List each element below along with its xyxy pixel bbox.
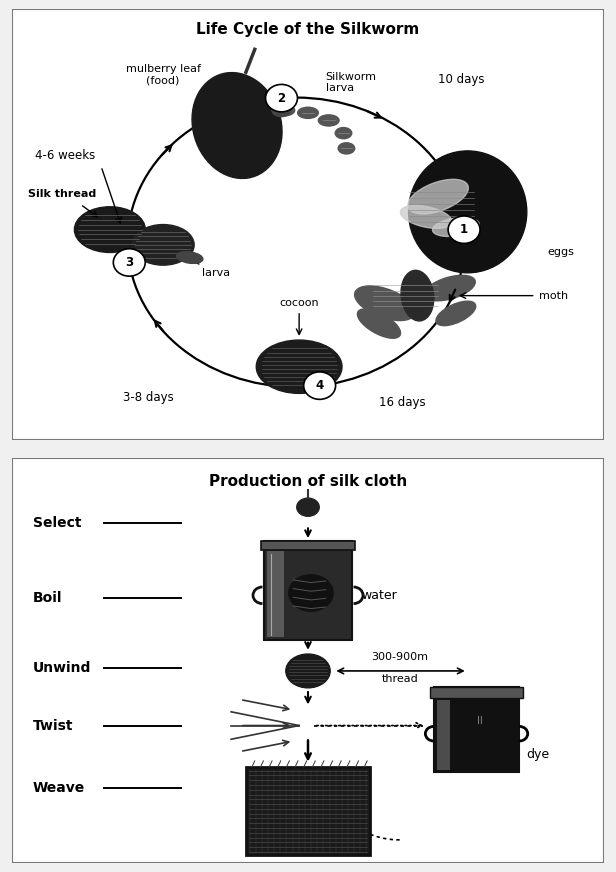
Ellipse shape: [272, 104, 291, 117]
FancyBboxPatch shape: [437, 699, 450, 770]
Ellipse shape: [297, 498, 319, 516]
Ellipse shape: [338, 143, 355, 154]
Circle shape: [304, 372, 336, 399]
Ellipse shape: [355, 286, 415, 321]
Ellipse shape: [256, 340, 342, 393]
Ellipse shape: [401, 270, 434, 321]
Text: cocoon: cocoon: [279, 298, 319, 308]
Text: 3: 3: [125, 256, 133, 269]
Ellipse shape: [298, 107, 318, 119]
Text: 16 days: 16 days: [379, 396, 426, 409]
Text: 2: 2: [277, 92, 286, 105]
Ellipse shape: [289, 575, 333, 611]
Text: moth: moth: [538, 290, 568, 301]
Ellipse shape: [424, 276, 476, 301]
Ellipse shape: [400, 206, 452, 228]
Text: Unwind: Unwind: [33, 661, 91, 675]
Text: Silk thread: Silk thread: [28, 189, 97, 199]
Text: mulberry leaf
(food): mulberry leaf (food): [126, 64, 201, 85]
Ellipse shape: [132, 224, 194, 265]
Text: Boil: Boil: [33, 591, 62, 605]
Ellipse shape: [408, 180, 468, 214]
Text: water: water: [361, 589, 397, 602]
Text: Silkworm
larva: Silkworm larva: [326, 72, 377, 93]
FancyBboxPatch shape: [246, 767, 370, 855]
Circle shape: [265, 85, 298, 112]
Text: Weave: Weave: [33, 781, 85, 795]
Ellipse shape: [436, 301, 476, 325]
Ellipse shape: [335, 127, 352, 139]
Ellipse shape: [357, 309, 400, 338]
Circle shape: [113, 249, 145, 276]
Text: eggs: eggs: [548, 248, 574, 257]
FancyBboxPatch shape: [261, 541, 355, 550]
Text: Life Cycle of the Silkworm: Life Cycle of the Silkworm: [197, 22, 419, 37]
Text: Select: Select: [33, 515, 81, 530]
Text: 10 days: 10 days: [438, 73, 485, 86]
Text: II: II: [477, 716, 482, 726]
FancyBboxPatch shape: [434, 686, 519, 773]
Circle shape: [448, 216, 480, 243]
Ellipse shape: [192, 72, 282, 179]
Ellipse shape: [286, 654, 330, 688]
FancyBboxPatch shape: [264, 541, 352, 640]
Text: 3-8 days: 3-8 days: [123, 391, 174, 404]
Text: 4-6 weeks: 4-6 weeks: [35, 149, 95, 162]
Ellipse shape: [75, 207, 145, 253]
Text: Production of silk cloth: Production of silk cloth: [209, 473, 407, 488]
Ellipse shape: [274, 105, 294, 116]
Text: thread: thread: [381, 673, 418, 684]
Ellipse shape: [318, 115, 339, 126]
FancyBboxPatch shape: [430, 686, 523, 698]
FancyBboxPatch shape: [267, 551, 285, 637]
Ellipse shape: [432, 218, 479, 236]
Text: 300-900m: 300-900m: [371, 651, 428, 662]
Ellipse shape: [408, 151, 527, 273]
Text: larva: larva: [202, 268, 230, 278]
Ellipse shape: [177, 252, 203, 263]
Text: dye: dye: [527, 747, 549, 760]
Text: 1: 1: [460, 223, 468, 236]
Text: Twist: Twist: [33, 719, 73, 732]
Text: 4: 4: [315, 379, 324, 392]
